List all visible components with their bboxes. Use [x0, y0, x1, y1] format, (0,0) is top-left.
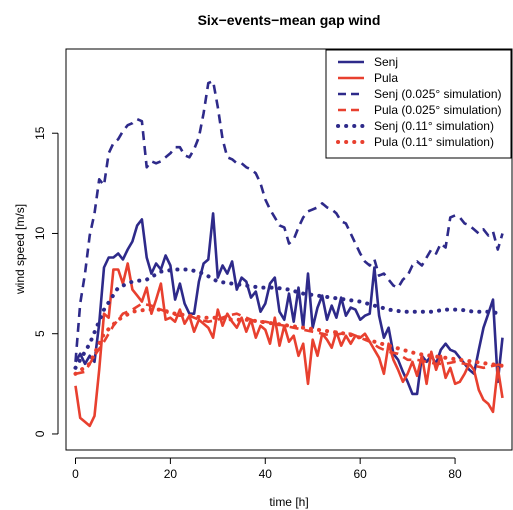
plot-frame	[65, 48, 513, 451]
series-line-1	[74, 262, 504, 428]
y-axis-label: wind speed [m/s]	[13, 204, 27, 295]
x-axis-label: time [h]	[269, 495, 308, 509]
y-tick-label-0: 0	[33, 430, 47, 437]
x-tick-label-2: 40	[259, 467, 273, 481]
x-axis: 0 20 40 60 80	[72, 457, 462, 481]
y-tick-label-2: 10	[33, 226, 47, 240]
y-axis: 0 5 10 15	[33, 126, 59, 437]
x-tick-label-3: 60	[353, 467, 367, 481]
legend-label-4: Senj (0.11° simulation)	[374, 119, 494, 133]
legend-label-3: Pula (0.025° simulation)	[374, 103, 502, 117]
x-tick-label-4: 80	[448, 467, 462, 481]
plot-area	[65, 48, 513, 451]
series-line-2	[74, 79, 504, 362]
y-tick-label-1: 5	[33, 330, 47, 337]
series-layer	[73, 79, 505, 428]
x-tick-label-1: 20	[164, 467, 178, 481]
legend-label-0: Senj	[374, 55, 398, 69]
series-line-3	[75, 302, 503, 376]
legend-box	[325, 49, 512, 159]
series-line-5	[73, 307, 505, 376]
chart-title: Six−events−mean gap wind	[198, 12, 381, 28]
legend: Senj Pula Senj (0.025° simulation) Pula (0.…	[325, 49, 512, 159]
y-tick-label-3: 15	[33, 126, 47, 140]
legend-label-1: Pula	[374, 71, 398, 85]
legend-label-2: Senj (0.025° simulation)	[374, 87, 502, 101]
series-line-4	[73, 267, 505, 370]
x-tick-label-0: 0	[72, 467, 79, 481]
legend-label-5: Pula (0.11° simulation)	[374, 135, 494, 149]
